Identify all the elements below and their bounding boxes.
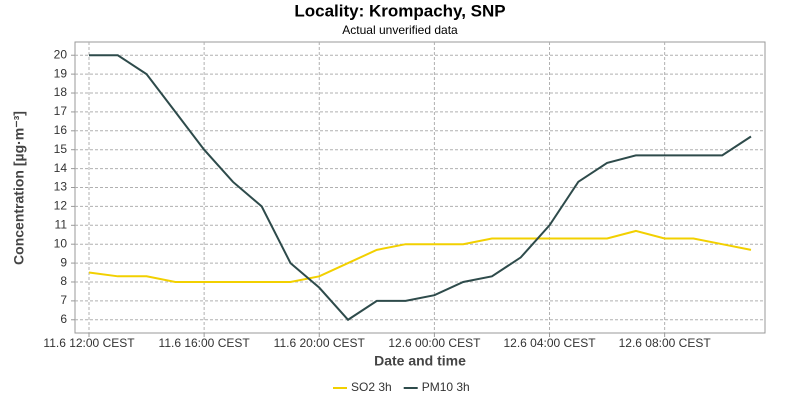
y-tick-label: 6 <box>60 312 67 326</box>
y-tick-label: 18 <box>54 85 68 99</box>
line-series <box>88 229 752 283</box>
x-tick-label: 11.6 20:00 CEST <box>274 336 366 350</box>
y-tick-label: 11 <box>55 217 68 231</box>
legend-label: PM10 3h <box>422 380 470 394</box>
y-tick-label: 15 <box>54 142 68 156</box>
y-tick-label: 10 <box>54 236 68 250</box>
y-tick-label: 12 <box>54 199 68 213</box>
chart-subtitle: Actual unverified data <box>342 23 458 37</box>
y-tick-label: 13 <box>54 180 68 194</box>
line-series <box>89 54 752 322</box>
y-tick-label: 9 <box>60 255 67 269</box>
y-tick-label: 16 <box>54 123 68 137</box>
legend-label: SO2 3h <box>351 380 392 394</box>
y-tick-label: 14 <box>54 161 68 175</box>
x-axis-label: Date and time <box>374 353 466 369</box>
y-tick-label: 7 <box>60 293 67 307</box>
x-tick-label: 11.6 16:00 CEST <box>159 336 251 350</box>
x-tick-label: 12.6 00:00 CEST <box>388 336 481 350</box>
y-tick-label: 17 <box>54 104 68 118</box>
x-tick-label: 12.6 08:00 CEST <box>619 336 712 350</box>
y-tick-label: 19 <box>54 66 68 80</box>
y-tick-label: 8 <box>60 274 67 288</box>
x-tick-label: 11.6 12:00 CEST <box>43 336 135 350</box>
x-tick-label: 12.6 04:00 CEST <box>503 336 596 350</box>
chart-title: Locality: Krompachy, SNP <box>294 1 505 20</box>
y-axis-label: Concentration [µg·m⁻³] <box>11 111 27 265</box>
y-tick-label: 20 <box>54 47 68 61</box>
